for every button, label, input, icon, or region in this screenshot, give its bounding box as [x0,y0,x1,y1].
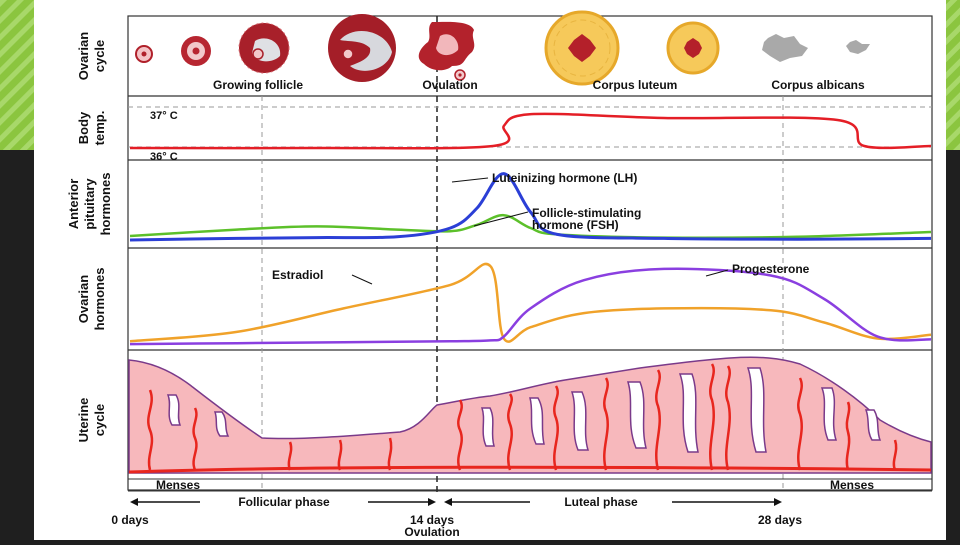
row-label-line: Anterior [66,179,81,230]
uterine-glands [166,367,882,453]
day-14-label: 14 days [410,513,454,527]
endometrium-illustration [128,356,932,474]
estradiol-leader-line [351,274,373,285]
fsh-leader-line [473,211,529,227]
row-label-pituitary: Anterior pituitary hormones [66,173,113,236]
row-label-body-temp: Body temp. [76,111,107,146]
endometrium-lining [128,356,932,474]
row-label-line: cycle [92,404,107,437]
follicle-stage-2 [181,36,211,66]
body-temp-line [129,112,932,150]
estradiol-line [129,262,932,343]
follicular-arrowhead-right [428,498,436,506]
luteal-phase-label: Luteal phase [564,495,638,509]
label-ovulation: Ovulation [422,78,477,92]
ovarian-follicles [135,10,870,86]
row-label-ovarian-cycle: Ovarian cycle [76,32,107,80]
row-label-line: Body [76,111,91,144]
progesterone-line [129,267,932,346]
follicle-stage-1 [135,45,153,63]
label-growing-follicle: Growing follicle [213,78,303,92]
luteal-arrowhead-right [774,498,782,506]
day-0-label: 0 days [111,513,149,527]
row-label-line: Ovarian [76,275,91,323]
lh-line [129,172,932,242]
corpus-luteum-small [666,21,720,75]
corpus-albicans-large [762,34,808,62]
luteal-arrowhead-left [444,498,452,506]
fsh-label-line2: hormone (FSH) [532,218,619,232]
label-corpus-albicans: Corpus albicans [771,78,865,92]
progesterone-leader-line [705,269,729,277]
lh-label: Luteinizing hormone (LH) [492,171,637,185]
row-label-line: cycle [92,40,107,73]
label-corpus-luteum: Corpus luteum [593,78,678,92]
day-14-ovulation-label: Ovulation [404,525,459,539]
progesterone-label: Progesterone [732,262,810,276]
row-label-line: Ovarian [76,32,91,80]
follicular-arrowhead-left [130,498,138,506]
temp-37-label: 37° C [150,110,178,122]
follicular-phase-label: Follicular phase [238,495,330,509]
corpus-luteum-large [544,10,620,86]
temp-36-label: 36° C [150,151,178,163]
menses-left-label: Menses [156,478,200,492]
day-28-label: 28 days [758,513,802,527]
spiral-arteries [147,363,898,471]
menses-right-label: Menses [830,478,874,492]
row-label-line: hormones [98,173,113,236]
row-label-ovarian-hormones: Ovarian hormones [76,268,107,331]
row-label-line: hormones [92,268,107,331]
follicle-stage-3 [238,22,290,74]
phase-bar [128,478,932,506]
row-label-line: pituitary [82,178,97,230]
follicle-stage-4 [328,14,396,82]
corpus-albicans-small [846,40,870,54]
fsh-label-line1: Follicle-stimulating [532,206,641,220]
row-label-line: temp. [92,111,107,146]
estradiol-label: Estradiol [272,268,323,282]
row-label-uterine: Uterine cycle [76,398,107,443]
ovulation-follicle [418,21,475,81]
basal-artery [128,465,932,474]
lh-leader-line [451,177,489,183]
row-label-line: Uterine [76,398,91,443]
